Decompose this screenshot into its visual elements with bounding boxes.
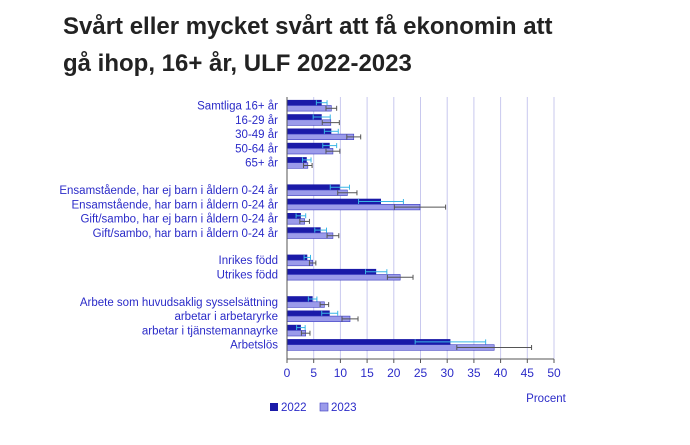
category-label: Ensamstående, har ej barn i åldern 0-24 … xyxy=(59,185,278,197)
chart-title-line-1: Svårt eller mycket svårt att få ekonomin… xyxy=(63,13,553,40)
bar-2023-12 xyxy=(286,315,351,323)
legend-swatch-2023 xyxy=(319,402,329,412)
bar-2022-6 xyxy=(287,198,381,205)
error-bar-2022-9 xyxy=(303,254,311,260)
error-bar-2023-6 xyxy=(393,204,447,210)
chart-title: Svårt eller mycket svårt att få ekonomin… xyxy=(63,8,663,82)
bar-2023-10 xyxy=(286,274,401,281)
bar-2022-13 xyxy=(287,324,301,331)
error-bar-2023-0 xyxy=(325,105,338,111)
bar-2023-11 xyxy=(286,301,325,308)
category-label: Arbete som huvudsaklig sysselsättning xyxy=(80,297,278,309)
error-bar-2023-8 xyxy=(326,233,340,239)
bar-2023-8 xyxy=(286,232,334,239)
error-bar-2023-4 xyxy=(303,163,313,168)
bar-2023-0 xyxy=(286,105,332,112)
chart-title-line-2: gå ihop, 16+ år, ULF 2022-2023 xyxy=(63,50,412,77)
x-tick-label: 15 xyxy=(360,366,374,380)
error-bar-2022-3 xyxy=(322,143,338,149)
error-bar-2023-11 xyxy=(319,302,330,308)
bar-2022-0 xyxy=(287,99,322,106)
bar-2022-1 xyxy=(287,114,322,120)
error-bar-2023-7 xyxy=(299,218,310,224)
category-label: arbetar i tjänstemannayrke xyxy=(142,325,278,337)
x-axis-title: Procent xyxy=(526,393,566,405)
category-label: 65+ år xyxy=(245,158,278,170)
x-tick-label: 5 xyxy=(310,366,317,380)
bar-2022-10 xyxy=(287,268,377,275)
bar-2022-3 xyxy=(287,142,330,149)
bar-2022-7 xyxy=(287,213,301,219)
bar-2022-2 xyxy=(287,128,332,135)
error-bar-2022-4 xyxy=(301,157,312,163)
bar-2023-9 xyxy=(286,259,313,267)
bar-2022-9 xyxy=(287,254,308,261)
error-bar-2022-8 xyxy=(314,227,328,233)
category-label: Ensamstående, har barn i åldern 0-24 år xyxy=(72,199,279,211)
error-bar-2022-12 xyxy=(321,310,339,316)
category-label: Gift/sambo, har ej barn i åldern 0-24 år xyxy=(80,214,278,226)
category-labels: Samtliga 16+ år 16-29 år 30-49 år 50-64 år 6… xyxy=(59,101,278,352)
category-label: 50-64 år xyxy=(235,143,278,155)
error-bar-2023-10 xyxy=(386,274,414,280)
error-bar-2023-12 xyxy=(341,316,359,322)
error-bars xyxy=(295,100,533,350)
error-bar-2022-10 xyxy=(364,269,388,275)
x-tick-label: 35 xyxy=(467,366,481,380)
error-bar-2023-14 xyxy=(456,345,533,350)
error-bar-2022-6 xyxy=(358,199,404,204)
x-tick-label: 25 xyxy=(414,366,428,380)
x-tick-label: 30 xyxy=(441,366,455,380)
legend: 2022 2023 xyxy=(270,402,357,414)
category-label: Samtliga 16+ år xyxy=(197,101,278,113)
error-bar-2022-0 xyxy=(315,100,328,106)
category-label: 30-49 år xyxy=(235,129,278,141)
category-label: Utrikes född xyxy=(217,270,278,282)
bar-2022-14 xyxy=(287,339,451,345)
category-label: Arbetslös xyxy=(230,340,278,352)
bar-2022-8 xyxy=(287,227,321,233)
x-tick-label: 40 xyxy=(494,366,508,380)
category-label: 16-29 år xyxy=(235,115,278,127)
error-bar-2023-13 xyxy=(300,330,311,336)
error-bar-2023-5 xyxy=(337,190,358,196)
error-bar-2023-1 xyxy=(321,120,340,126)
x-tick-label: 0 xyxy=(284,366,291,380)
bar-2022-12 xyxy=(287,310,330,317)
grid-lines xyxy=(313,97,555,359)
error-bar-2023-9 xyxy=(308,260,317,266)
x-tick-label: 20 xyxy=(387,366,401,380)
error-bar-2022-11 xyxy=(307,296,318,302)
bar-2022-5 xyxy=(287,184,340,190)
error-bar-2023-3 xyxy=(325,148,341,154)
x-tick-label: 45 xyxy=(521,366,535,380)
legend-label-2022: 2022 xyxy=(281,402,307,414)
category-label: Inrikes född xyxy=(219,255,278,267)
error-bar-2022-1 xyxy=(312,114,331,120)
error-bar-2023-2 xyxy=(346,134,362,140)
legend-label-2023: 2023 xyxy=(331,402,357,414)
x-tick-label: 10 xyxy=(334,366,348,380)
error-bar-2022-7 xyxy=(295,213,307,219)
bar-2023-2 xyxy=(286,133,355,141)
error-bar-2022-13 xyxy=(296,325,306,331)
x-axis: 0 5 10 15 20 25 30 35 40 45 50 xyxy=(284,97,561,380)
bars xyxy=(286,99,495,351)
error-bar-2022-14 xyxy=(414,339,487,345)
legend-swatch-2022 xyxy=(270,403,278,411)
x-tick-label: 50 xyxy=(547,366,561,380)
category-label: arbetar i arbetaryrke xyxy=(174,311,278,323)
category-label: Gift/sambo, har barn i åldern 0-24 år xyxy=(93,228,279,240)
error-bar-2022-5 xyxy=(329,184,350,190)
bar-2022-11 xyxy=(287,296,313,302)
error-bar-2022-2 xyxy=(323,128,339,134)
bar-2022-4 xyxy=(287,157,307,163)
